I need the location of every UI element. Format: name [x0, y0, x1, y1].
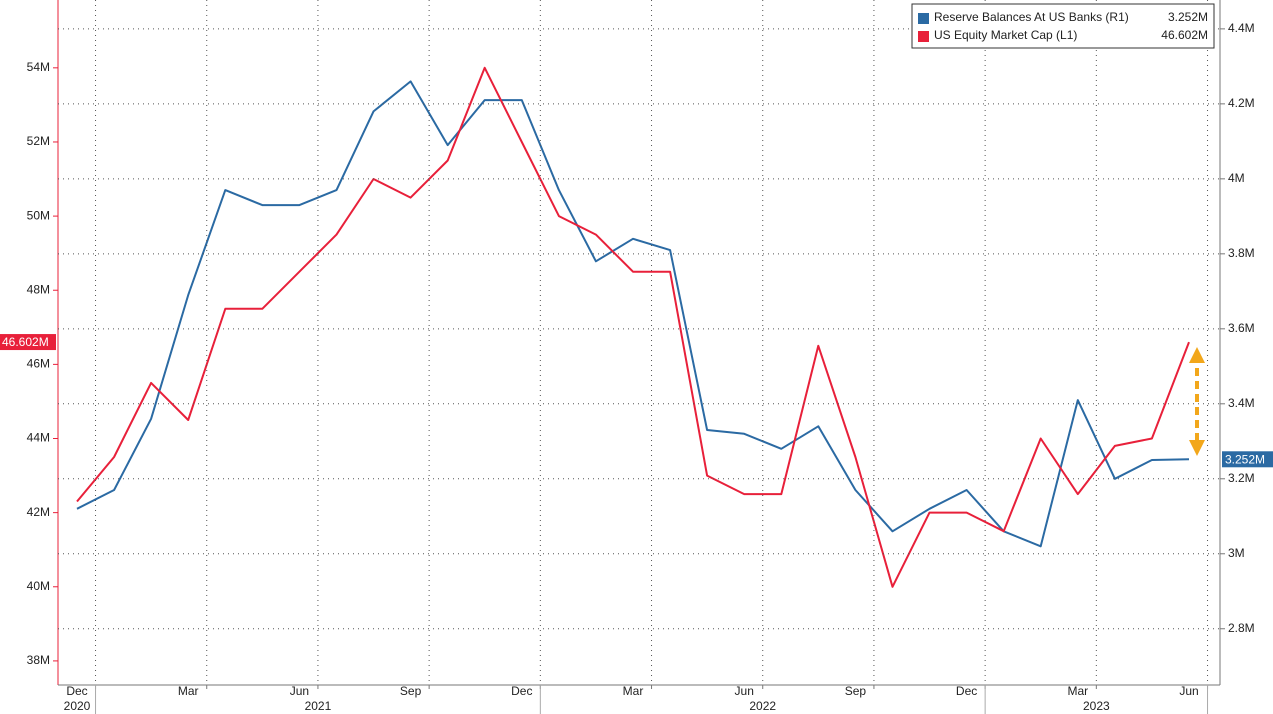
y-tick-label: 40M [27, 579, 50, 593]
last-value-flag: 3.252M [1222, 451, 1273, 468]
y2-tick-label: 3.8M [1228, 246, 1255, 260]
y2-tick-label: 4.2M [1228, 96, 1255, 110]
flag-label: 3.252M [1225, 452, 1265, 466]
y2-tick-label: 2.8M [1228, 621, 1255, 635]
legend: Reserve Balances At US Banks (R1) 3.252M U… [911, 3, 1215, 49]
last-value-flag: 46.602M [0, 334, 56, 351]
year-label: 2022 [749, 699, 776, 713]
y2-tick-label: 4M [1228, 171, 1245, 185]
year-label: 2023 [1083, 699, 1110, 713]
y-tick-label: 52M [27, 134, 50, 148]
x-tick-label: Jun [290, 684, 309, 698]
y2-tick-label: 3M [1228, 546, 1245, 560]
flag-box [1222, 451, 1273, 468]
x-tick-label: Mar [178, 684, 199, 698]
flag-box [0, 334, 56, 351]
legend-label: Reserve Balances At US Banks (R1) [934, 10, 1129, 24]
x-tick-label: Dec [66, 684, 87, 698]
y2-tick-label: 3.4M [1228, 396, 1255, 410]
year-label: 2021 [305, 699, 332, 713]
legend-swatch [918, 31, 929, 42]
legend-value: 46.602M [1161, 28, 1208, 42]
y-tick-label: 54M [27, 60, 50, 74]
year-label: 2020 [64, 699, 91, 713]
y-tick-label: 42M [27, 505, 50, 519]
x-tick-label: Jun [735, 684, 754, 698]
x-tick-label: Jun [1179, 684, 1198, 698]
legend-value: 3.252M [1168, 10, 1208, 24]
plot-area [58, 0, 1220, 685]
series-line [76, 66, 1190, 588]
legend-swatch [918, 13, 929, 24]
x-tick-label: Dec [511, 684, 532, 698]
x-tick-label: Dec [956, 684, 977, 698]
flag-label: 46.602M [2, 335, 49, 349]
y2-tick-label: 4.4M [1228, 21, 1255, 35]
legend-label: US Equity Market Cap (L1) [934, 28, 1077, 42]
y-tick-label: 48M [27, 282, 50, 296]
y-tick-label: 50M [27, 208, 50, 222]
x-tick-label: Mar [1067, 684, 1088, 698]
y-tick-label: 46M [27, 357, 50, 371]
y2-tick-label: 3.6M [1228, 321, 1255, 335]
x-tick-label: Sep [845, 684, 867, 698]
legend-box [911, 3, 1215, 49]
x-tick-label: Mar [623, 684, 644, 698]
y-tick-label: 38M [27, 653, 50, 667]
y2-tick-label: 3.2M [1228, 471, 1255, 485]
y-tick-label: 44M [27, 431, 50, 445]
x-tick-label: Sep [400, 684, 422, 698]
